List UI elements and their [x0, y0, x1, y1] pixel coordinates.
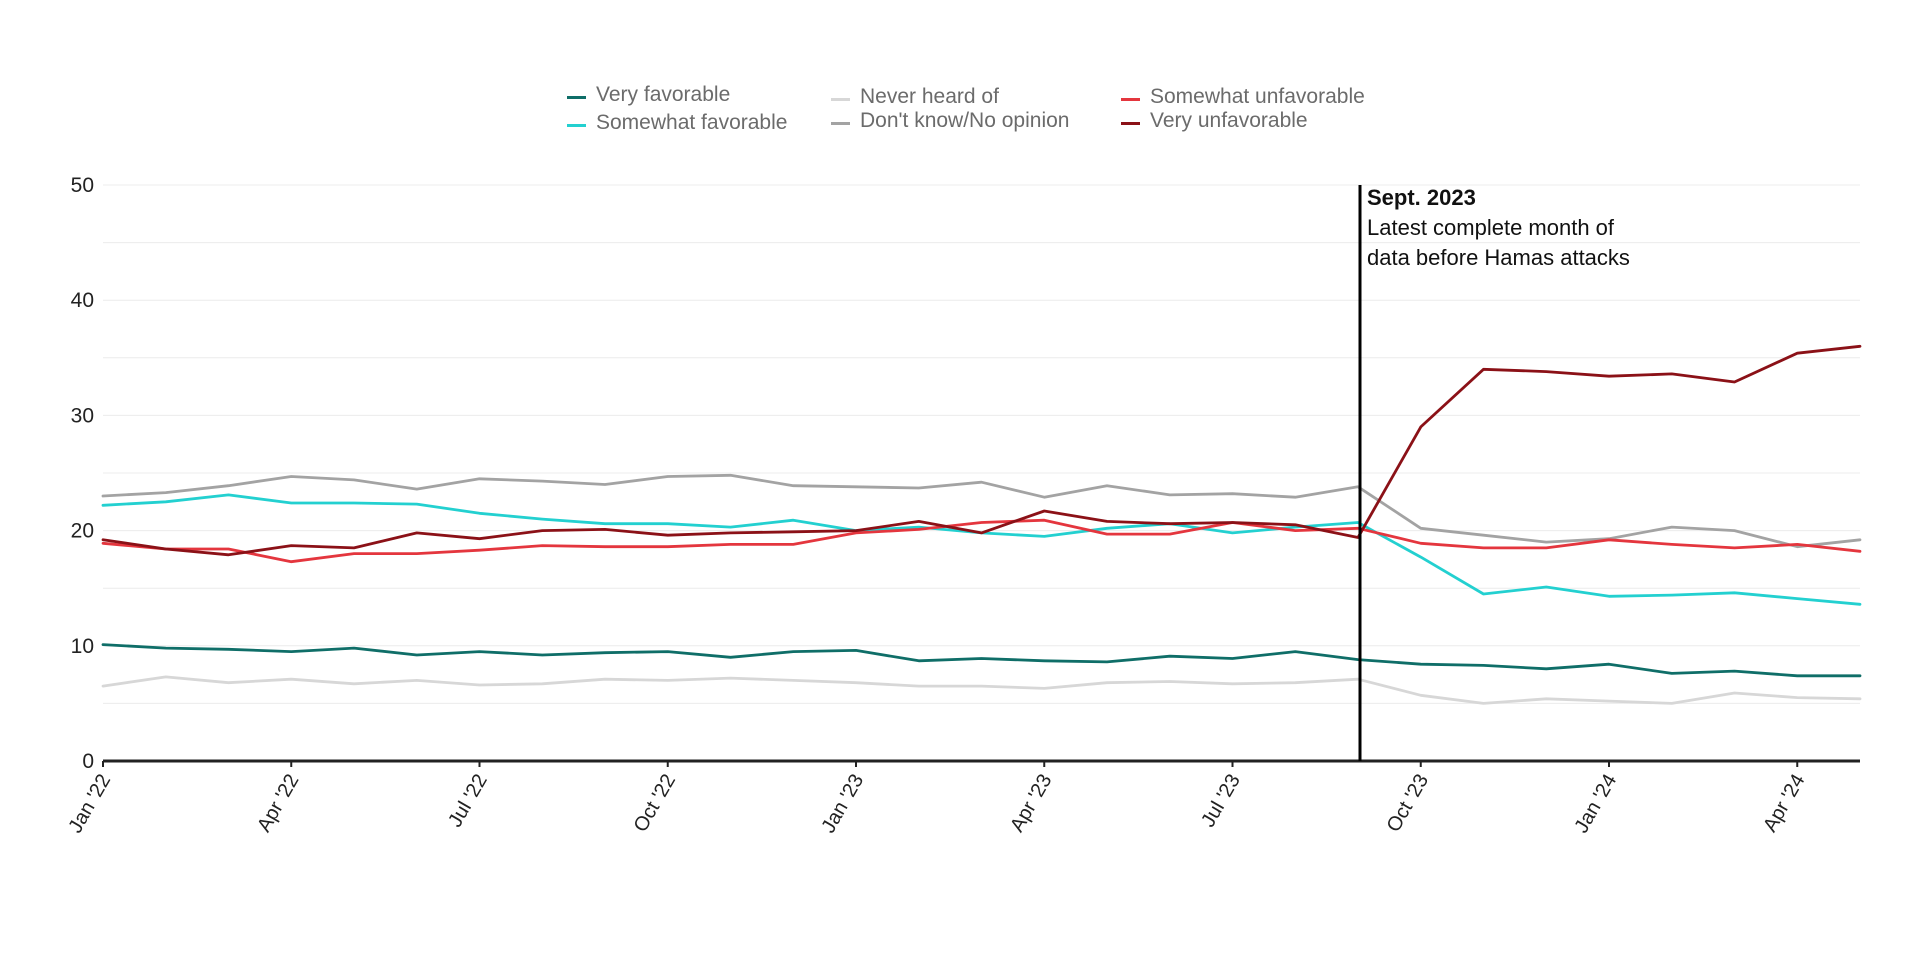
- legend-label: Never heard of: [860, 85, 999, 108]
- y-axis-ticks: 0 10 20 30 40 50: [71, 174, 94, 773]
- x-tick-label: Oct '23: [1383, 771, 1433, 836]
- legend-label: Very favorable: [596, 83, 731, 106]
- legend-item-somewhat-favorable: Somewhat favorable: [567, 111, 787, 135]
- annotation: Sept. 2023 Latest complete month of data…: [1367, 183, 1630, 273]
- series-line: [101, 675, 1862, 705]
- x-tick-label: Apr '22: [253, 771, 303, 836]
- legend-swatch: [567, 95, 586, 99]
- legend-swatch: [831, 121, 850, 125]
- legend-label: Somewhat favorable: [596, 111, 788, 134]
- y-tick-label: 0: [82, 750, 94, 773]
- series-line: [101, 643, 1862, 678]
- legend-swatch: [831, 97, 850, 101]
- legend-item-dont-know: Don't know/No opinion: [831, 109, 1069, 133]
- annotation-text-line-1: Latest complete month of: [1367, 215, 1615, 240]
- y-tick-label: 40: [71, 289, 94, 312]
- y-tick-label: 20: [71, 520, 94, 543]
- series-line: [101, 518, 1862, 564]
- legend-item-never-heard-of: Never heard of: [831, 85, 999, 109]
- x-tick-label: Jan '24: [1570, 771, 1621, 837]
- x-tick-label: Jan '22: [64, 771, 115, 837]
- x-tick-label: Apr '23: [1006, 771, 1056, 836]
- legend-swatch: [567, 123, 586, 127]
- legend: Very favorable Somewhat favorable Never …: [0, 0, 1920, 140]
- series-lines: [101, 344, 1862, 705]
- y-tick-label: 50: [71, 174, 94, 197]
- series-line: [101, 344, 1862, 557]
- legend-label: Somewhat unfavorable: [1150, 85, 1365, 108]
- annotation-text-line-2: data before Hamas attacks: [1367, 245, 1630, 270]
- y-tick-label: 10: [71, 635, 94, 658]
- x-tick-label: Jul '22: [444, 771, 492, 832]
- legend-item-very-unfavorable: Very unfavorable: [1121, 109, 1308, 133]
- x-axis-ticks: Jan '22 Apr '22 Jul '22 Oct '22 Jan '23 Apr '…: [64, 761, 1810, 837]
- legend-item-very-favorable: Very favorable: [567, 83, 730, 107]
- gridlines: [103, 184, 1860, 704]
- legend-label: Don't know/No opinion: [860, 109, 1070, 132]
- y-tick-label: 30: [71, 404, 94, 427]
- annotation-title: Sept. 2023: [1367, 185, 1476, 210]
- x-tick-label: Jul '23: [1197, 771, 1245, 832]
- x-tick-label: Jan '23: [817, 771, 868, 837]
- legend-swatch: [1121, 97, 1140, 101]
- x-tick-label: Apr '24: [1759, 771, 1809, 836]
- legend-swatch: [1121, 121, 1140, 125]
- legend-label: Very unfavorable: [1150, 109, 1308, 132]
- x-tick-label: Oct '22: [630, 771, 680, 836]
- series-line: [101, 473, 1862, 549]
- legend-item-somewhat-unfavorable: Somewhat unfavorable: [1121, 85, 1365, 109]
